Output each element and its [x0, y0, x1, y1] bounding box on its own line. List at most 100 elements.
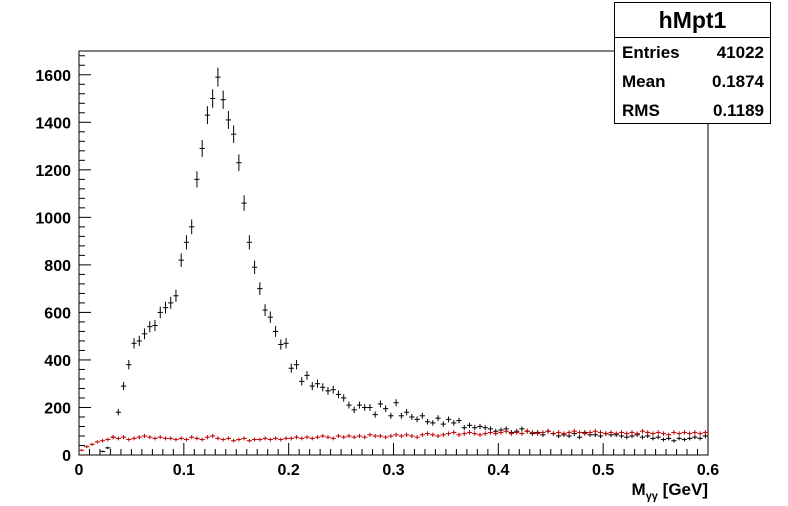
data-point-black	[152, 319, 158, 332]
data-point-red	[660, 431, 667, 436]
data-point-red	[466, 430, 473, 435]
data-point-red	[189, 435, 195, 440]
data-point-red	[582, 431, 588, 436]
data-point-red	[687, 431, 693, 436]
stats-key: RMS	[622, 101, 660, 120]
data-point-black	[199, 139, 205, 157]
data-point-red	[309, 436, 315, 441]
data-point-black	[325, 386, 331, 395]
stats-title: hMpt1	[615, 3, 770, 38]
data-point-red	[162, 436, 169, 441]
data-point-red	[136, 435, 142, 440]
data-point-red	[89, 442, 95, 446]
data-point-red	[629, 430, 635, 435]
stats-value: 0.1189	[712, 101, 764, 120]
data-point-black	[477, 423, 483, 430]
data-point-black	[639, 435, 646, 440]
data-point-red	[262, 436, 268, 441]
data-point-red	[561, 431, 567, 436]
y-tick-label: 1400	[35, 115, 71, 132]
stats-row-entries: Entries 41022	[615, 38, 770, 67]
data-point-black	[681, 437, 688, 442]
data-point-red	[592, 428, 598, 434]
data-point-black	[367, 404, 373, 411]
data-point-black	[183, 235, 190, 250]
data-point-red	[624, 431, 630, 436]
data-point-red	[388, 433, 394, 439]
data-point-red	[618, 430, 625, 435]
data-point-black	[466, 422, 473, 428]
data-point-black	[687, 436, 693, 441]
data-point-red	[702, 430, 708, 435]
data-point-black	[424, 418, 431, 425]
data-point-black	[251, 260, 258, 274]
stats-value: 0.1874	[712, 72, 764, 91]
data-point-black	[445, 416, 452, 423]
data-point-red	[650, 431, 656, 436]
x-tick-label: 0.6	[697, 462, 719, 479]
data-point-red	[435, 433, 441, 439]
data-point-red	[597, 430, 604, 435]
data-point-black	[388, 412, 394, 419]
data-point-red	[126, 437, 132, 442]
data-point-red	[210, 433, 216, 439]
data-point-black	[440, 421, 446, 427]
x-axis-title-sub: γγ	[645, 490, 658, 503]
x-axis-title-main: M	[631, 480, 646, 499]
data-point-red	[461, 431, 467, 436]
data-point-red	[251, 437, 258, 442]
data-point-black	[335, 390, 342, 399]
data-point-red	[131, 436, 137, 441]
data-point-black	[194, 171, 200, 188]
data-point-red	[383, 435, 389, 440]
data-point-black	[697, 436, 703, 441]
y-tick-label: 1200	[35, 163, 71, 180]
data-point-red	[608, 430, 614, 435]
data-point-red	[367, 432, 373, 437]
data-point-red	[655, 430, 661, 435]
data-point-red	[498, 430, 504, 435]
y-tick-label: 200	[44, 400, 71, 417]
data-point-red	[204, 435, 211, 440]
data-point-black	[246, 235, 252, 250]
data-point-red	[613, 431, 619, 436]
data-point-black	[236, 154, 242, 172]
data-point-red	[241, 436, 247, 441]
data-point-black	[346, 401, 352, 409]
data-point-black	[414, 416, 420, 423]
data-point-black	[168, 296, 174, 309]
data-point-black	[210, 89, 216, 108]
data-point-black	[692, 435, 698, 440]
data-point-black	[288, 363, 294, 373]
data-point-red	[555, 430, 562, 435]
data-point-red	[346, 433, 352, 439]
data-point-black	[655, 435, 661, 440]
data-point-red	[639, 428, 646, 434]
y-tick-label: 400	[44, 353, 71, 370]
y-tick-label: 0	[62, 448, 71, 465]
data-point-black	[141, 328, 148, 340]
x-tick-label: 0.4	[487, 462, 509, 479]
data-point-black	[257, 282, 263, 295]
data-point-black	[372, 411, 378, 418]
data-point-red	[576, 430, 583, 435]
data-point-red	[267, 437, 273, 442]
data-point-black	[272, 326, 279, 337]
data-point-red	[293, 435, 300, 440]
data-point-black	[666, 436, 672, 441]
data-point-red	[272, 436, 279, 441]
data-point-black	[126, 360, 132, 370]
data-point-black	[341, 394, 347, 402]
data-point-red	[168, 436, 174, 441]
y-tick-label: 800	[44, 258, 71, 275]
data-point-red	[178, 436, 184, 441]
stats-value: 41022	[716, 43, 764, 62]
data-point-red	[236, 437, 242, 442]
data-point-black	[304, 371, 310, 380]
data-point-black	[309, 382, 315, 391]
data-point-black	[131, 338, 137, 349]
data-point-red	[115, 436, 121, 441]
data-point-red	[587, 430, 593, 435]
data-point-red	[482, 431, 488, 436]
